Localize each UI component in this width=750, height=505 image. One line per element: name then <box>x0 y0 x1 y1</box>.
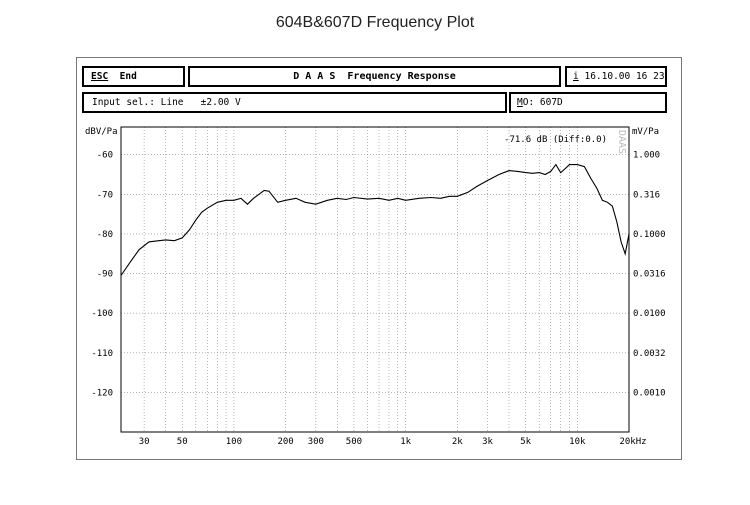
y-tick-label: -60 <box>97 151 113 161</box>
y-right-tick-label: 0.0010 <box>633 388 666 398</box>
y-tick-label: -90 <box>97 270 113 280</box>
x-tick-label: 10k <box>569 437 586 447</box>
y-tick-label: -80 <box>97 230 113 240</box>
app-title: D A A S Frequency Response <box>293 71 456 82</box>
y-right-tick-label: 0.1000 <box>633 230 666 240</box>
x-tick-label: 2k <box>452 437 463 447</box>
y-tick-label: -100 <box>91 309 113 319</box>
y-tick-label: -70 <box>97 190 113 200</box>
x-tick-label: 100 <box>226 437 242 447</box>
y-right-tick-label: 1.000 <box>633 151 660 161</box>
y-right-tick-label: 0.0100 <box>633 309 666 319</box>
y-tick-label: -110 <box>91 349 113 359</box>
x-tick-label: 1k <box>400 437 411 447</box>
app-title-bar: D A A S Frequency Response <box>188 66 561 87</box>
series-line <box>120 163 630 276</box>
page-title: 604B&607D Frequency Plot <box>275 14 475 31</box>
esc-end-button[interactable]: ESC End <box>82 66 185 87</box>
y-right-tick-label: 0.316 <box>633 190 660 200</box>
x-tick-label: 30 <box>139 437 150 447</box>
info-key: i <box>573 71 579 82</box>
mo-value: O: 607D <box>522 97 563 108</box>
x-tick-label: 3k <box>482 437 493 447</box>
datetime: 16.10.00 16 23 <box>584 71 665 82</box>
y-tick-label: -120 <box>91 388 113 398</box>
plot-area <box>120 126 630 433</box>
daas-window <box>76 57 682 460</box>
end-label: End <box>119 71 137 82</box>
mo-box[interactable]: M O: 607D <box>509 92 667 113</box>
readout-annotation: -71.6 dB (Diff:0.0) <box>504 135 607 145</box>
input-select-box[interactable]: Input sel.: Line ±2.00 V <box>82 92 507 113</box>
x-tick-label: 500 <box>346 437 362 447</box>
y-axis-label-left: dBV/Pa <box>85 127 118 137</box>
y-axis-label-right: mV/Pa <box>632 127 659 137</box>
x-tick-label: 20kHz <box>619 437 646 447</box>
y-right-tick-label: 0.0032 <box>633 349 666 359</box>
mo-key: M <box>517 97 523 108</box>
x-tick-label: 300 <box>308 437 324 447</box>
datetime-box[interactable]: i 16.10.00 16 23 <box>565 66 667 87</box>
x-tick-label: 5k <box>520 437 531 447</box>
y-right-tick-label: 0.0316 <box>633 270 666 280</box>
side-label: DAAS <box>616 130 627 154</box>
x-tick-label: 50 <box>177 437 188 447</box>
input-select: Input sel.: Line ±2.00 V <box>92 97 241 108</box>
x-tick-label: 200 <box>277 437 293 447</box>
esc-key: ESC <box>91 71 109 82</box>
